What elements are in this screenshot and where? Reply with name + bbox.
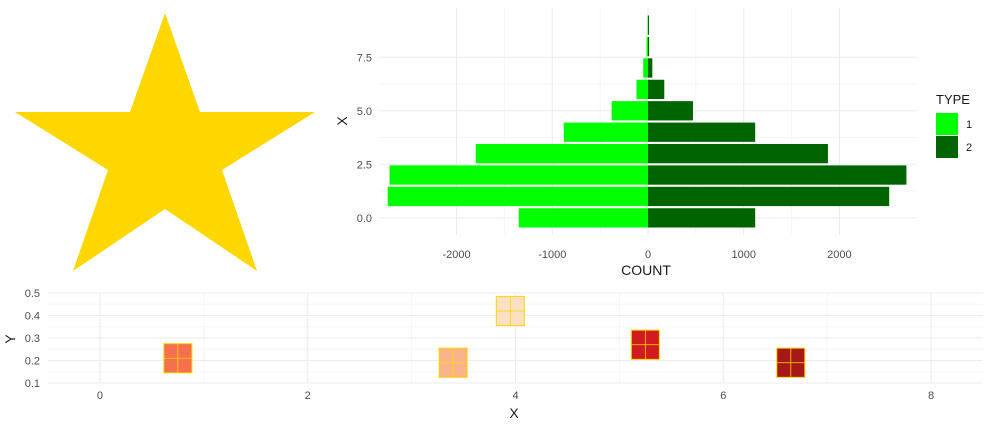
bar-type-1	[636, 79, 648, 100]
bar-chart-x-ticks: -2000 -1000 0 1000 2000	[443, 249, 852, 261]
bar-type-2	[648, 101, 693, 121]
bar-type-1	[387, 186, 648, 207]
tile-chart-x-title: X	[509, 405, 519, 421]
legend-title: TYPE	[936, 92, 970, 107]
bar-chart-y-title: X	[334, 116, 350, 126]
bar-chart-x-title: COUNT	[621, 262, 671, 278]
legend-label-1: 1	[966, 119, 972, 131]
x-tick-label: 0	[97, 390, 103, 402]
bar-type-1	[646, 36, 648, 57]
x-tick-label: 2	[305, 390, 311, 402]
y-tick-label: 0.2	[25, 356, 40, 368]
y-tick-label: 5.0	[357, 106, 372, 118]
bar-type-2	[648, 186, 890, 207]
x-tick-label: 4	[512, 390, 518, 402]
x-tick-label: 0	[645, 249, 651, 261]
bar-chart: -2000 -1000 0 1000 2000 0.0 2.5 5.0 7.5 COUNT X…	[334, 8, 972, 278]
bar-type-1	[611, 101, 648, 121]
y-tick-label: 0.5	[25, 288, 40, 300]
bar-type-2	[648, 122, 756, 142]
y-tick-label: 0.0	[357, 213, 372, 225]
tile	[776, 347, 806, 378]
tile-chart-y-ticks: 0.1 0.2 0.3 0.4 0.5	[25, 288, 40, 390]
bar-chart-bars	[387, 15, 907, 228]
x-tick-label: 8	[928, 390, 934, 402]
tile	[630, 329, 660, 360]
bar-type-2	[648, 165, 907, 185]
bar-type-2	[648, 79, 665, 100]
y-tick-label: 7.5	[357, 52, 372, 64]
tile-chart-grid	[48, 292, 983, 384]
bar-type-2	[648, 208, 756, 228]
bar-type-1	[389, 165, 648, 185]
bar-type-2	[648, 15, 649, 35]
y-tick-label: 0.3	[25, 333, 40, 345]
bar-type-2	[648, 36, 650, 57]
legend-swatch-2	[936, 136, 958, 158]
y-tick-label: 0.4	[25, 311, 40, 323]
tile-chart: 0 2 4 6 8 0.1 0.2 0.3 0.4 0.5 X Y	[2, 288, 983, 421]
bar-type-2	[648, 143, 828, 164]
tile-chart-y-title: Y	[2, 334, 18, 344]
tile	[438, 347, 468, 378]
bar-type-2	[648, 58, 653, 78]
x-tick-label: 6	[720, 390, 726, 402]
y-tick-label: 2.5	[357, 159, 372, 171]
x-tick-label: 2000	[827, 249, 851, 261]
legend-swatch-1	[936, 113, 958, 135]
x-tick-label: 1000	[731, 249, 755, 261]
bar-type-1	[518, 208, 648, 228]
x-tick-label: -1000	[538, 249, 566, 261]
tile-chart-x-ticks: 0 2 4 6 8	[97, 390, 934, 402]
bar-type-1	[475, 143, 648, 164]
tile	[163, 343, 193, 374]
bar-chart-y-ticks: 0.0 2.5 5.0 7.5	[357, 52, 372, 225]
bar-type-1	[643, 58, 648, 78]
tile	[495, 295, 525, 327]
x-tick-label: -2000	[443, 249, 471, 261]
tile-chart-tiles	[163, 295, 806, 378]
legend-label-2: 2	[966, 142, 972, 154]
bar-type-1	[563, 122, 648, 142]
legend: TYPE 1 2	[936, 92, 972, 158]
star-panel	[15, 13, 315, 271]
y-tick-label: 0.1	[25, 378, 40, 390]
star-icon	[15, 13, 315, 271]
